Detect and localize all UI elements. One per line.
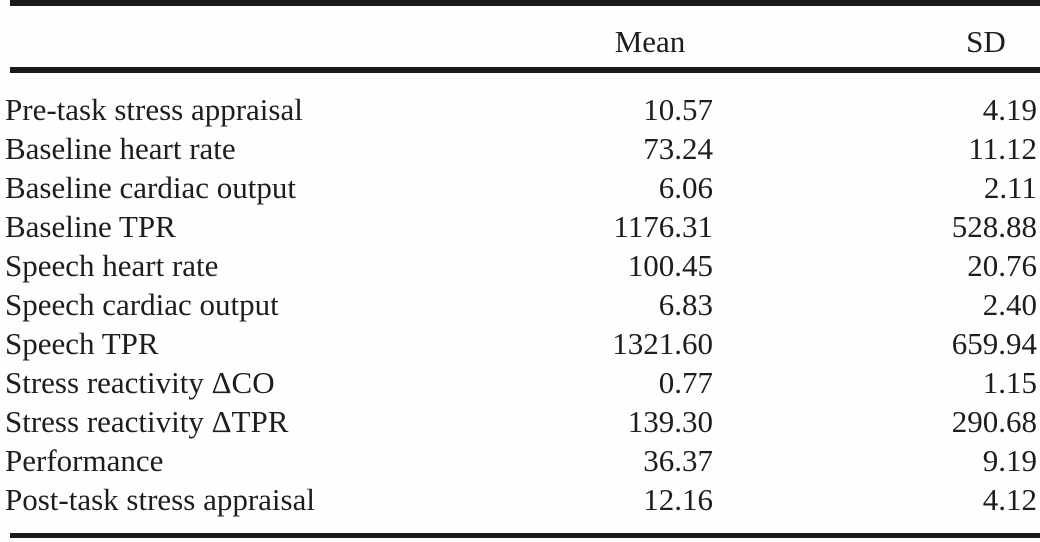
- table-row: Baseline TPR 1176.31 528.88: [0, 207, 1040, 246]
- mean-value-cell: 139.30: [627, 404, 713, 439]
- mean-value-cell: 36.37: [643, 443, 713, 478]
- empty-header-cell: [0, 0, 506, 90]
- mean-value-cell: 73.24: [643, 131, 713, 166]
- table-row: Baseline cardiac output 6.06 2.11: [0, 168, 1040, 207]
- sd-value-cell: 290.68: [951, 404, 1037, 439]
- row-label-cell: Stress reactivity ΔCO: [5, 365, 275, 400]
- row-label-cell: Pre-task stress appraisal: [5, 92, 303, 127]
- mean-value-cell: 6.83: [658, 287, 713, 322]
- descriptive-statistics-table: Mean SD Pre-task stress appraisal 10.57 …: [0, 0, 1040, 519]
- table-top-rule: [10, 0, 1040, 6]
- table-header-rule: [10, 67, 1040, 73]
- table-row: Performance 36.37 9.19: [0, 441, 1040, 480]
- table-bottom-rule: [10, 533, 1040, 538]
- mean-column-header-cell: Mean: [506, 0, 716, 90]
- sd-value-cell: 20.76: [967, 248, 1037, 283]
- row-label-cell: Performance: [5, 443, 164, 478]
- table-row: Stress reactivity ΔTPR 139.30 290.68: [0, 402, 1040, 441]
- sd-value-cell: 528.88: [951, 209, 1037, 244]
- sd-value-cell: 2.11: [983, 170, 1037, 205]
- table-row: Pre-task stress appraisal 10.57 4.19: [0, 90, 1040, 129]
- mean-value-cell: 12.16: [643, 482, 713, 517]
- mean-value-cell: 1321.60: [612, 326, 713, 361]
- mean-value-cell: 0.77: [658, 365, 713, 400]
- mean-value-cell: 10.57: [643, 92, 713, 127]
- table-row: Baseline heart rate 73.24 11.12: [0, 129, 1040, 168]
- sd-value-cell: 9.19: [982, 443, 1037, 478]
- mean-value-cell: 6.06: [658, 170, 713, 205]
- table-row: Speech cardiac output 6.83 2.40: [0, 285, 1040, 324]
- sd-value-cell: 1.15: [982, 365, 1037, 400]
- table-row: Post-task stress appraisal 12.16 4.12: [0, 480, 1040, 519]
- sd-value-cell: 2.40: [982, 287, 1037, 322]
- mean-value-cell: 1176.31: [613, 209, 713, 244]
- sd-value-cell: 659.94: [951, 326, 1037, 361]
- table-row: Stress reactivity ΔCO 0.77 1.15: [0, 363, 1040, 402]
- table-row: Speech TPR 1321.60 659.94: [0, 324, 1040, 363]
- table-row: Speech heart rate 100.45 20.76: [0, 246, 1040, 285]
- sd-value-cell: 4.19: [982, 92, 1037, 127]
- sd-column-header: SD: [966, 24, 1006, 59]
- row-label-cell: Stress reactivity ΔTPR: [5, 404, 289, 439]
- sd-value-cell: 11.12: [968, 131, 1037, 166]
- sd-column-header-cell: SD: [716, 0, 1040, 90]
- mean-column-header: Mean: [614, 24, 686, 59]
- row-label-cell: Post-task stress appraisal: [5, 482, 315, 517]
- row-label-cell: Baseline heart rate: [5, 131, 236, 166]
- sd-value-cell: 4.12: [982, 482, 1037, 517]
- header-row: Mean SD: [0, 0, 1040, 90]
- row-label-cell: Baseline TPR: [5, 209, 176, 244]
- row-label-cell: Speech cardiac output: [5, 287, 279, 322]
- row-label-cell: Speech heart rate: [5, 248, 219, 283]
- row-label-cell: Speech TPR: [5, 326, 159, 361]
- mean-value-cell: 100.45: [627, 248, 713, 283]
- row-label-cell: Baseline cardiac output: [5, 170, 296, 205]
